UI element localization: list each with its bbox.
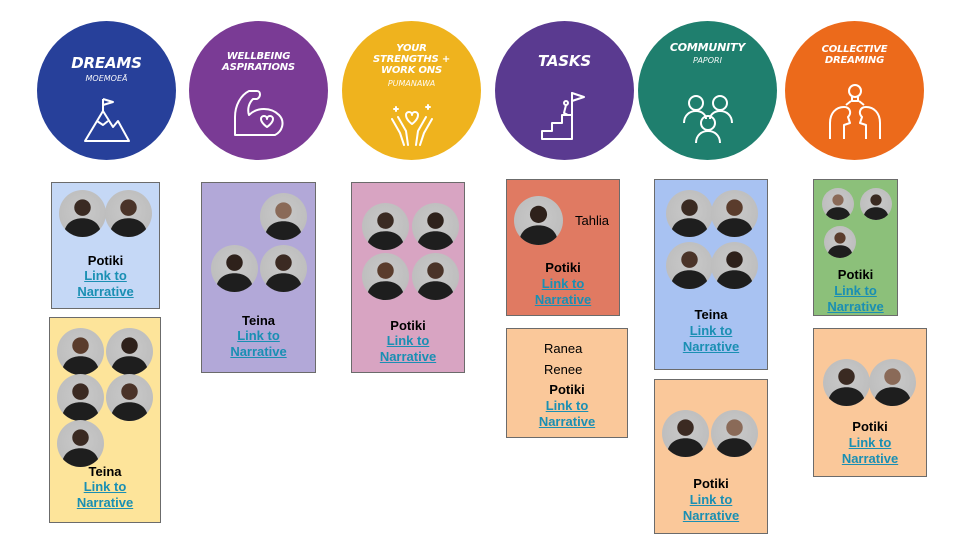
wellbeing-header: WELLBEING ASPIRATIONS xyxy=(189,21,328,160)
student-label: Renee xyxy=(544,362,583,377)
student-photo xyxy=(412,203,459,250)
narrative-link[interactable]: Link to Narrative xyxy=(230,328,287,359)
student-photo xyxy=(211,245,258,292)
student-photo xyxy=(260,245,307,292)
tasks-title: TASKS xyxy=(538,52,591,70)
student-photo xyxy=(666,242,713,289)
student-photo xyxy=(662,410,709,457)
student-name: Potiki xyxy=(390,318,426,333)
narrative-link[interactable]: Link to Narrative xyxy=(77,268,134,299)
collective-potiki-card-2: Potiki Link to Narrative xyxy=(813,328,927,477)
community-title: COMMUNITY xyxy=(669,41,746,54)
student-photo xyxy=(711,242,758,289)
flexed-arm-heart-icon xyxy=(189,87,328,139)
student-photo xyxy=(822,188,854,220)
student-photo xyxy=(362,203,409,250)
tasks-ranea-card: Ranea Renee Potiki Link to Narrative xyxy=(506,328,628,438)
student-name: Potiki xyxy=(837,267,874,282)
strengths-title: YOUR STRENGTHS + WORK ONS xyxy=(372,43,450,77)
student-photo xyxy=(57,374,104,421)
community-potiki-card: Potiki Link to Narrative xyxy=(654,379,768,534)
student-name: Potiki xyxy=(545,260,581,275)
hands-heart-icon xyxy=(342,101,481,147)
wellbeing-teina-card: Teina Link to Narrative xyxy=(201,182,316,373)
student-photo xyxy=(105,190,152,237)
tasks-header: TASKS xyxy=(495,21,634,160)
student-photo xyxy=(514,196,563,245)
student-name: Potiki xyxy=(852,419,888,434)
narrative-link[interactable]: Link to Narrative xyxy=(841,435,899,466)
student-name: Potiki xyxy=(693,476,729,491)
dreams-title: DREAMS xyxy=(71,54,142,72)
narrative-link[interactable]: Link to Narrative xyxy=(682,492,740,523)
student-photo xyxy=(57,328,104,375)
student-photo xyxy=(711,190,758,237)
student-name: Potiki xyxy=(549,382,585,397)
strengths-subtitle: PUMANAWA xyxy=(387,78,436,88)
collective-header: COLLECTIVE DREAMING xyxy=(785,21,924,160)
collective-title: COLLECTIVE DREAMING xyxy=(821,44,888,67)
student-name: Potiki xyxy=(87,253,124,268)
collective-potiki-card-1: Potiki Link to Narrative xyxy=(813,179,898,316)
student-label: Ranea xyxy=(544,341,583,356)
student-photo xyxy=(823,359,870,406)
narrative-link[interactable]: Link to Narrative xyxy=(379,333,437,364)
strengths-header: YOUR STRENGTHS + WORK ONS PUMANAWA xyxy=(342,21,481,160)
mountain-flag-icon xyxy=(37,97,176,145)
student-photo xyxy=(869,359,916,406)
narrative-link[interactable]: Link to Narrative xyxy=(538,398,596,429)
student-photo xyxy=(860,188,892,220)
student-photo xyxy=(711,410,758,457)
student-photo xyxy=(57,420,104,467)
strengths-potiki-card: Potiki Link to Narrative xyxy=(351,182,465,373)
community-subtitle: PAPORI xyxy=(693,56,722,66)
dreams-header: DREAMS MOEMOEĀ xyxy=(37,21,176,160)
narrative-link[interactable]: Link to Narrative xyxy=(827,283,884,314)
people-group-icon xyxy=(638,89,777,145)
student-name: Teina xyxy=(88,464,122,479)
student-photo xyxy=(824,226,856,258)
dreams-teina-card: Teina Link to Narrative xyxy=(49,317,161,523)
community-header: COMMUNITY PAPORI xyxy=(638,21,777,160)
narrative-link[interactable]: Link to Narrative xyxy=(534,276,592,307)
stairs-flag-icon xyxy=(495,89,634,141)
student-photo xyxy=(106,328,153,375)
student-photo xyxy=(666,190,713,237)
wellbeing-title: WELLBEING ASPIRATIONS xyxy=(222,51,295,74)
student-photo xyxy=(362,253,409,300)
student-photo xyxy=(59,190,106,237)
community-teina-card: Teina Link to Narrative xyxy=(654,179,768,370)
shared-idea-icon xyxy=(785,83,924,141)
narrative-link[interactable]: Link to Narrative xyxy=(682,323,740,354)
student-label: Tahlia xyxy=(575,213,609,228)
dreams-potiki-card: Potiki Link to Narrative xyxy=(51,182,160,309)
student-photo xyxy=(106,374,153,421)
narrative-link[interactable]: Link to Narrative xyxy=(76,479,134,510)
student-photo xyxy=(412,253,459,300)
dreams-subtitle: MOEMOEĀ xyxy=(85,73,128,83)
tasks-tahlia-card: Tahlia Potiki Link to Narrative xyxy=(506,179,620,316)
student-name: Teina xyxy=(694,307,728,322)
student-photo xyxy=(260,193,307,240)
student-name: Teina xyxy=(242,313,275,328)
